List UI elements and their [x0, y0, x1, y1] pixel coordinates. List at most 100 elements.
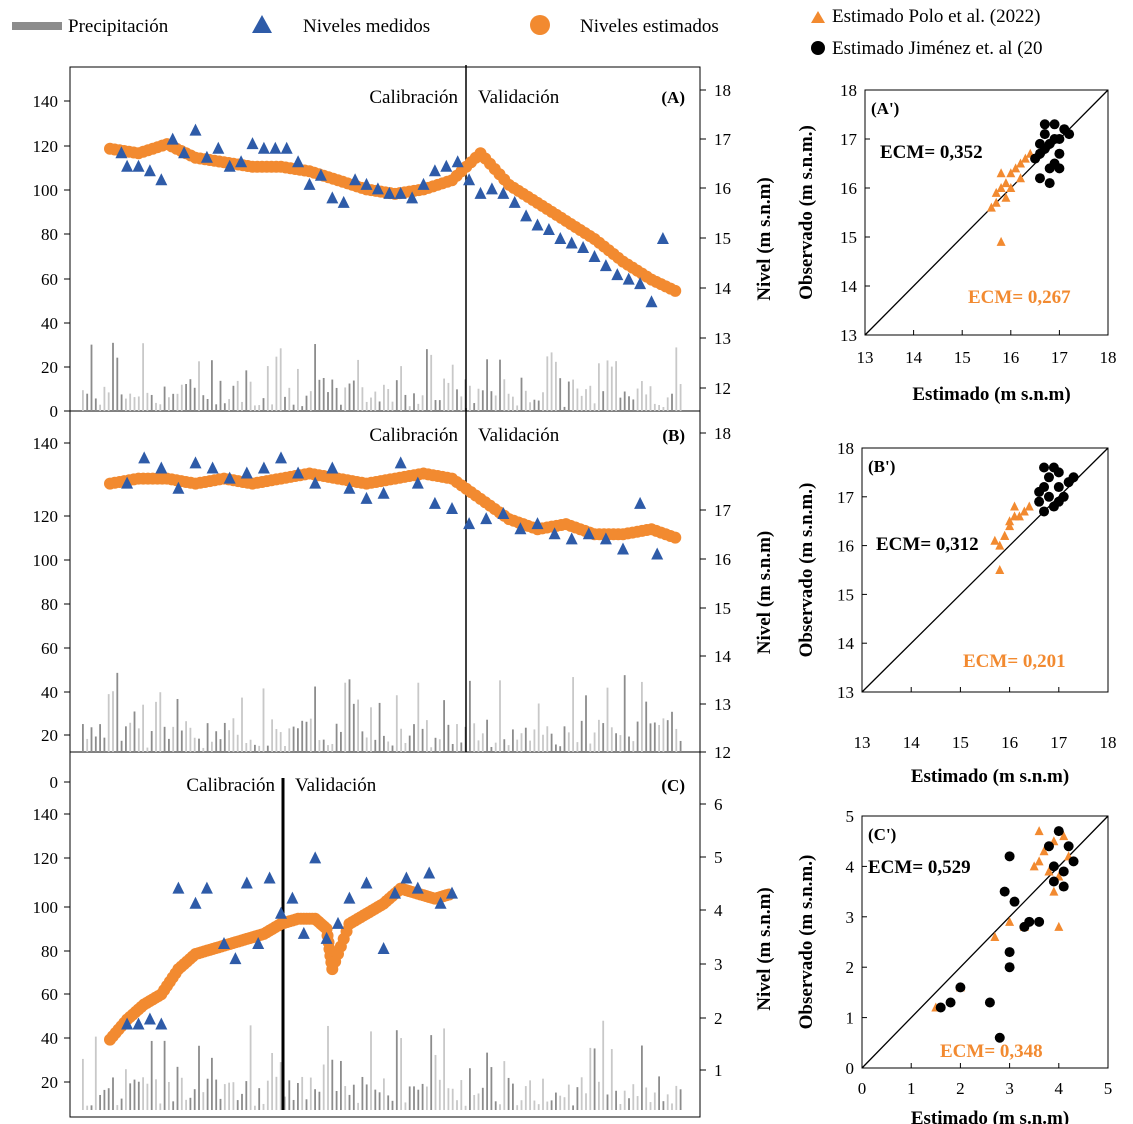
left-axis-tick-label: 120	[33, 137, 59, 156]
polo-point	[1016, 158, 1026, 168]
precipitation-bar	[490, 746, 493, 752]
precipitation-bar	[374, 739, 377, 752]
precipitation-bar	[331, 379, 334, 411]
precipitation-bar	[232, 718, 235, 752]
precipitation-bar	[335, 723, 338, 752]
polo-point	[1005, 516, 1015, 526]
precipitation-bar	[675, 1085, 678, 1110]
precipitation-bar	[279, 732, 282, 752]
right-axis-tick-label: 15	[714, 599, 731, 618]
precipitation-bar	[443, 378, 445, 411]
precipitation-bar	[421, 395, 424, 411]
measured-point	[434, 896, 447, 909]
precipitation-bar	[559, 378, 562, 411]
right-axis-tick-label: 14	[714, 647, 732, 666]
precipitation-bar	[202, 747, 205, 752]
jimenez-point	[1004, 947, 1015, 958]
precipitation-bar	[632, 1084, 635, 1110]
y-tick-label: 18	[837, 439, 854, 458]
precipitation-bar	[585, 1093, 587, 1110]
precipitation-bar	[236, 734, 239, 752]
measured-point	[292, 155, 305, 168]
measured-point	[309, 851, 322, 864]
precipitation-bar	[520, 377, 523, 411]
precipitation-bar	[408, 406, 411, 411]
precipitation-bar	[443, 1028, 445, 1110]
precipitation-bar	[228, 730, 230, 752]
precipitation-bar	[602, 391, 605, 411]
measured-point	[223, 159, 236, 172]
precipitation-bar	[421, 1083, 424, 1110]
precipitation-bar	[589, 385, 592, 411]
precipitation-bar	[219, 1098, 222, 1110]
x-tick-label: 16	[1002, 348, 1019, 367]
precipitation-bar	[236, 380, 239, 411]
precipitation-bar	[202, 1092, 205, 1110]
precipitation-bar	[451, 743, 454, 752]
precipitation-bar	[598, 1081, 600, 1110]
precipitation-bar	[223, 403, 226, 411]
precipitation-bar	[159, 692, 162, 752]
precipitation-bar	[254, 1105, 256, 1110]
precipitation-bar	[490, 1067, 493, 1110]
precipitation-bar	[606, 687, 609, 752]
precipitation-bar	[533, 1100, 536, 1110]
measured-point	[121, 1017, 134, 1030]
jimenez-point	[1044, 178, 1055, 189]
measured-point	[383, 186, 396, 199]
precipitation-bar	[193, 1089, 196, 1110]
calibration-label: Calibración	[186, 775, 275, 796]
precipitation-bar	[576, 742, 579, 752]
measured-point	[611, 268, 624, 281]
jimenez-point	[955, 982, 966, 993]
polo-point	[996, 168, 1006, 178]
precipitation-bar	[361, 387, 364, 411]
jimenez-point	[1024, 916, 1035, 927]
measured-point	[411, 476, 424, 489]
precipitation-bar	[172, 1101, 175, 1110]
precipitation-bar	[94, 736, 97, 752]
x-tick-label: 17	[1050, 733, 1068, 752]
precipitation-bar	[580, 1077, 583, 1110]
jimenez-point	[1053, 482, 1064, 493]
ecm-black-label: ECM= 0,529	[868, 857, 971, 878]
precipitation-bar	[236, 1100, 239, 1110]
polo-point	[990, 535, 1000, 545]
precipitation-bar	[180, 1077, 183, 1110]
precipitation-bar	[460, 742, 463, 752]
precipitation-bar	[417, 1089, 420, 1110]
y-tick-label: 15	[837, 585, 854, 604]
precipitation-bar	[352, 1084, 355, 1110]
precipitation-bar	[314, 344, 316, 411]
x-tick-label: 2	[956, 1079, 965, 1098]
precipitation-bar	[383, 735, 385, 752]
precipitation-bar	[120, 1098, 123, 1110]
precipitation-bar	[567, 732, 570, 752]
jimenez-point	[1054, 148, 1065, 159]
jimenez-point	[1039, 119, 1050, 130]
precipitation-bar	[619, 397, 622, 411]
precipitation-bar	[653, 403, 656, 411]
jimenez-point	[1034, 148, 1045, 159]
jimenez-point	[1058, 866, 1069, 877]
precipitation-bar	[417, 403, 420, 411]
precipitation-bar	[258, 405, 261, 411]
precipitation-bar	[481, 1087, 484, 1110]
precipitation-bar	[211, 360, 213, 411]
left-axis-tick-label: 80	[41, 595, 58, 614]
precipitation-bar	[507, 1077, 510, 1110]
precipitation-bar	[641, 381, 643, 411]
jimenez-point	[1039, 506, 1050, 517]
measured-point	[326, 461, 339, 474]
x-tick-label: 18	[1100, 733, 1117, 752]
precipitation-bar	[370, 397, 372, 411]
precipitation-bar	[86, 738, 89, 752]
precipitation-bar	[172, 726, 175, 752]
jimenez-point	[1004, 851, 1015, 862]
precipitation-bar	[456, 1100, 458, 1110]
precipitation-bar	[129, 393, 132, 411]
precipitation-bar	[559, 1095, 562, 1110]
x-axis-label: Estimado (m s.n.m)	[911, 1108, 1069, 1124]
